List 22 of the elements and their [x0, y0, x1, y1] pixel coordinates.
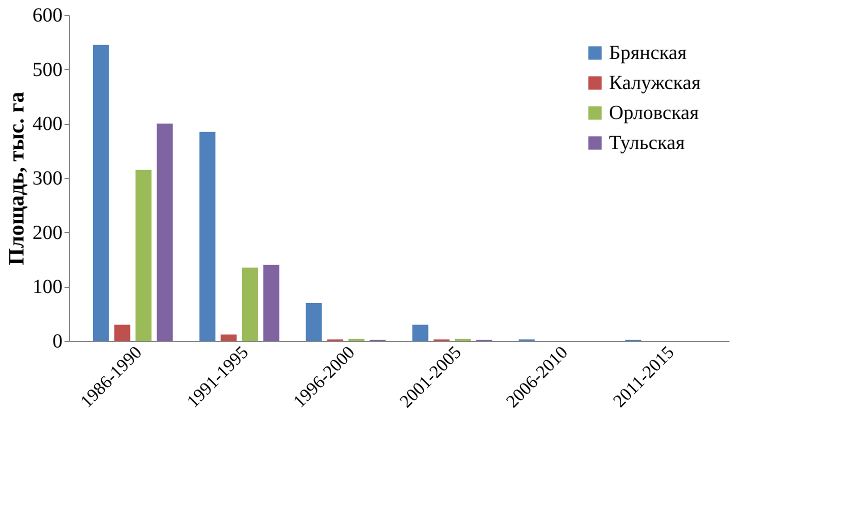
legend-label: Орловская	[609, 102, 699, 124]
y-axis-title: Площадь, тыс. га	[4, 92, 28, 266]
legend-label: Тульская	[609, 132, 685, 154]
bar	[199, 132, 216, 341]
y-tick-label: 100	[32, 276, 62, 298]
y-tick-label: 500	[32, 58, 62, 81]
legend-label: Калужская	[609, 72, 701, 94]
bar	[136, 170, 152, 341]
bar	[92, 44, 109, 341]
y-tick-label: 400	[32, 113, 62, 136]
y-tick-label: 600	[32, 4, 62, 26]
bar	[156, 124, 173, 341]
bar	[220, 334, 237, 341]
y-tick-label: 200	[32, 222, 62, 244]
bar	[263, 264, 280, 341]
bar	[242, 268, 258, 341]
bar	[306, 302, 322, 341]
bar	[412, 324, 428, 341]
y-tick-label: 300	[32, 168, 62, 190]
y-tick-label: 0	[52, 330, 62, 352]
legend-label: Брянская	[609, 42, 687, 64]
bar	[114, 324, 130, 341]
